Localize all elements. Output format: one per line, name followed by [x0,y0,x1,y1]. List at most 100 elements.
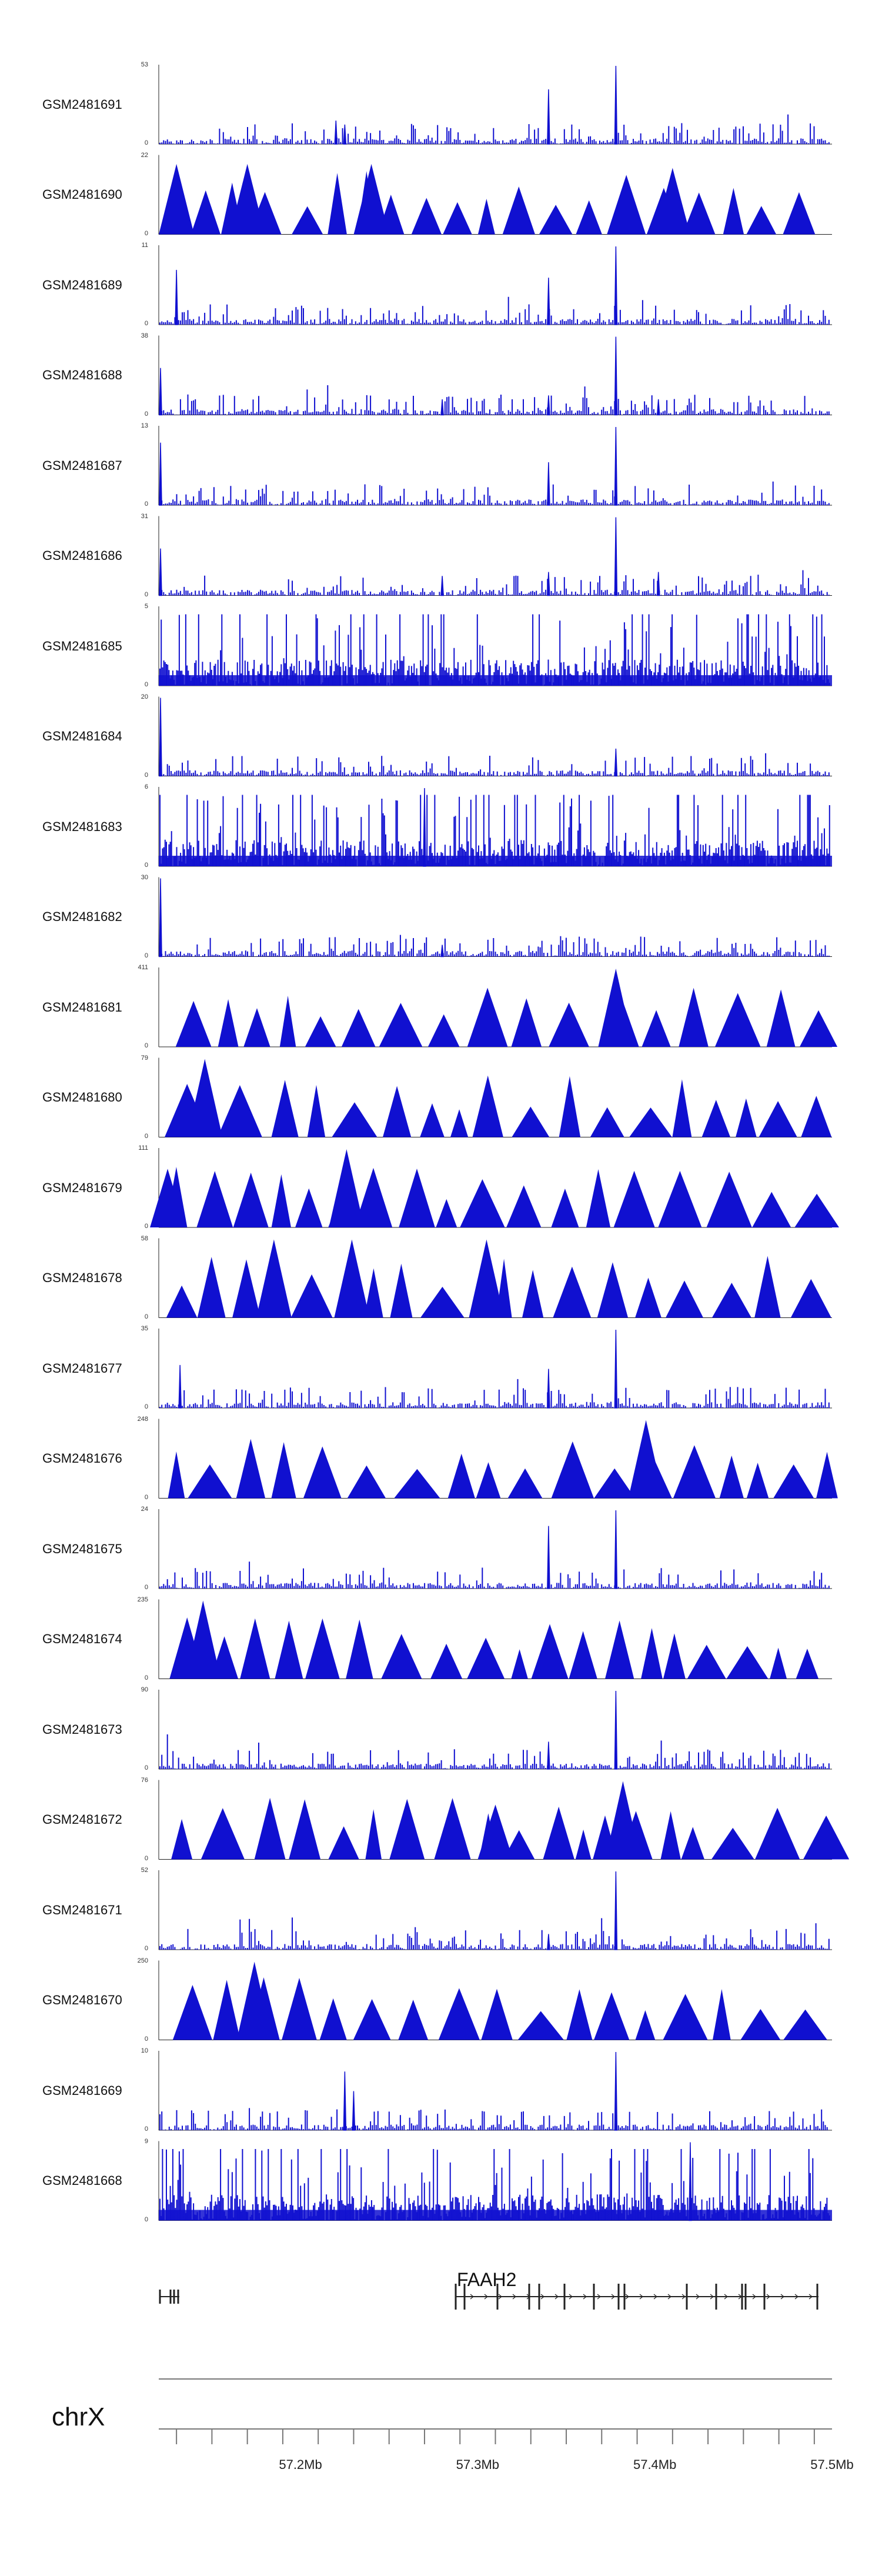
peak [628,1420,664,1499]
track-ymin: 0 [144,590,148,598]
track-ymin: 0 [144,2215,148,2223]
peak [547,1369,550,1409]
track-label: GSM2481681 [42,999,122,1015]
track-GSM2481682 [158,877,832,957]
track-ymin: 0 [144,1764,148,1771]
track-GSM2481683 [158,787,832,867]
track-ymax: 52 [141,1867,148,1874]
peak [614,1329,618,1409]
track-GSM2481689 [158,245,832,325]
track-label: GSM2481675 [42,1541,122,1556]
coverage-bars [159,1379,830,1408]
track-ymax: 11 [141,242,148,249]
track-ymax: 35 [141,1325,148,1332]
coverage-area [171,1797,850,1860]
coverage-area [172,1977,827,2040]
peak [689,2142,692,2221]
peak [547,395,550,416]
track-label: GSM2481673 [42,1721,122,1737]
track-ymax: 13 [141,422,148,429]
peak [187,1059,223,1137]
track-label: GSM2481688 [42,368,122,382]
coverage-area [165,1075,832,1137]
peak [175,269,178,325]
track-ymin: 0 [144,681,148,688]
strand-arrow [681,2294,686,2300]
axis-tick-label: 57.4Mb [633,2457,677,2472]
coverage-bars [159,2108,830,2130]
track-ymin: 0 [144,771,148,779]
peak [343,2071,347,2131]
peak [614,65,618,145]
peak [547,1741,550,1770]
exon [741,2284,743,2310]
track-GSM2481688 [158,335,832,416]
axis-tick-label: 57.3Mb [456,2457,500,2472]
track-ymax: 31 [141,512,148,520]
peak [353,163,389,235]
track-ymax: 9 [144,2137,148,2145]
strand-arrow [710,2294,714,2300]
exon [159,2290,161,2304]
peak [614,1690,618,1770]
axis-tick-label: 57.5Mb [810,2457,854,2472]
track-ymin: 0 [144,1042,148,1049]
track-ymax: 6 [144,783,148,790]
track-GSM2481668 [158,2141,832,2221]
track-ymax: 30 [141,873,148,881]
peak [614,336,618,416]
strand-arrow [470,2294,474,2300]
track-ymin: 0 [144,2035,148,2043]
exon [173,2290,175,2304]
exon [169,2290,172,2304]
strand-arrow [667,2294,671,2300]
strand-arrow [540,2294,544,2300]
track-GSM2481690 [158,155,832,235]
track-ymax: 24 [141,1506,148,1513]
track-ymin: 0 [144,862,148,869]
coverage-area [175,987,838,1047]
axis-tick-label: 57.2Mb [279,2457,322,2472]
peak [159,548,162,596]
strand-arrow [696,2294,700,2300]
track-label: GSM2481680 [42,1090,122,1105]
track-GSM2481672 [158,1780,850,1860]
track-label: GSM2481686 [42,548,122,563]
peak [423,788,426,867]
track-ymax: 10 [141,2047,148,2054]
strand-arrow [611,2294,615,2300]
peak [547,462,550,506]
exon [686,2284,688,2310]
track-GSM2481681 [158,967,838,1047]
exon [528,2284,530,2310]
track-label: GSM2481684 [42,729,122,743]
peak [334,121,338,145]
track-ymax: 411 [138,964,148,971]
track-ymin: 0 [144,410,148,418]
peak [343,124,347,145]
peak [178,1364,182,1409]
coverage-band [159,675,832,686]
peak [654,168,690,235]
peak [614,748,618,777]
strand-arrow [583,2294,587,2300]
coverage-bars [159,614,830,686]
track-ymin: 0 [144,952,148,959]
peak [159,163,195,235]
track-GSM2481678 [158,1238,832,1318]
track-label: GSM2481678 [42,1270,122,1285]
track-label: GSM2481669 [42,2083,122,2098]
exon [463,2284,466,2310]
coverage-bars [159,1561,830,1589]
coverage-bars [159,570,830,596]
strand-arrow [569,2294,573,2300]
peak [547,1934,550,1950]
strand-arrow [780,2294,784,2300]
track-label: GSM2481674 [42,1631,122,1646]
peak [656,572,660,596]
track-GSM2481670 [158,1960,832,2040]
chromosome-label: chrX [52,2403,105,2431]
coverage-bars [159,1734,830,1769]
